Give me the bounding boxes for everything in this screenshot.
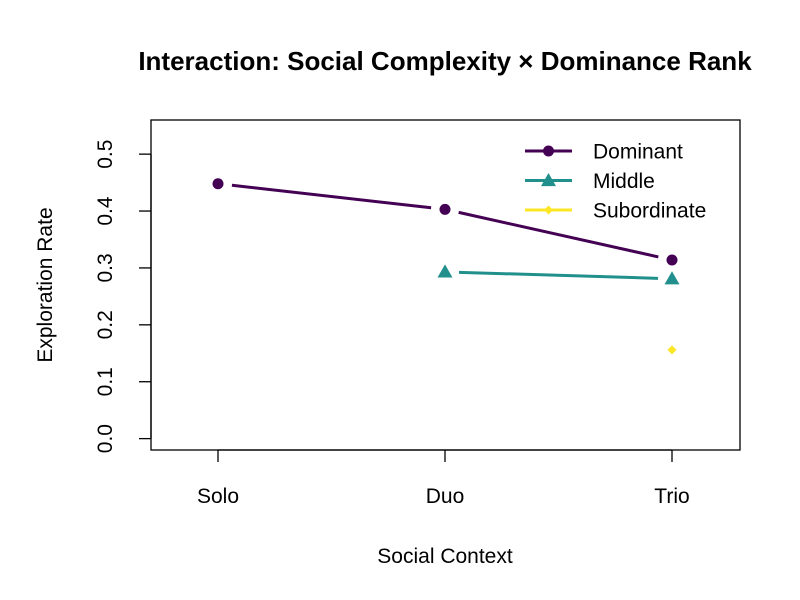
x-axis-label: Social Context [377, 545, 513, 568]
y-tick-label: 0.5 [94, 140, 117, 169]
y-tick-label: 0.4 [94, 196, 117, 226]
series-line-segment [458, 210, 659, 259]
data-point [437, 264, 453, 278]
y-axis-label: Exploration Rate [34, 207, 57, 362]
series-subordinate [667, 345, 677, 355]
series-line-segment [458, 270, 659, 280]
series-line-segment [231, 183, 432, 210]
data-point [439, 203, 451, 215]
legend-label: Middle [593, 170, 655, 193]
legend-marker [541, 173, 556, 187]
legend-item-dominant: Dominant [525, 141, 683, 164]
legend-label: Subordinate [593, 200, 706, 223]
y-axis: 0.0 0.1 0.2 0.3 0.4 0.5 [94, 140, 152, 453]
series-middle [437, 264, 680, 285]
x-tick-label: Trio [654, 485, 689, 508]
y-tick-label: 0.2 [94, 310, 117, 339]
legend-marker [543, 145, 554, 157]
x-tick-label: Solo [197, 485, 239, 508]
x-axis: Solo Duo Trio [197, 449, 690, 508]
x-tick-label: Duo [426, 485, 465, 508]
y-tick-label: 0.3 [94, 253, 117, 282]
series-dominant [212, 178, 678, 266]
series-layer [212, 178, 680, 355]
chart-title: Interaction: Social Complexity × Dominan… [138, 46, 752, 76]
data-point [212, 178, 224, 190]
legend-item-middle: Middle [525, 170, 655, 193]
data-point [666, 254, 678, 266]
data-point [664, 271, 680, 285]
y-tick-label: 0.1 [94, 367, 117, 396]
legend-label: Dominant [593, 141, 683, 164]
y-tick-label: 0.0 [94, 424, 117, 453]
legend-item-subordinate: Subordinate [525, 200, 706, 223]
legend-marker [544, 205, 553, 215]
data-point [667, 345, 677, 355]
legend: Dominant Middle Subordinate [525, 141, 706, 223]
